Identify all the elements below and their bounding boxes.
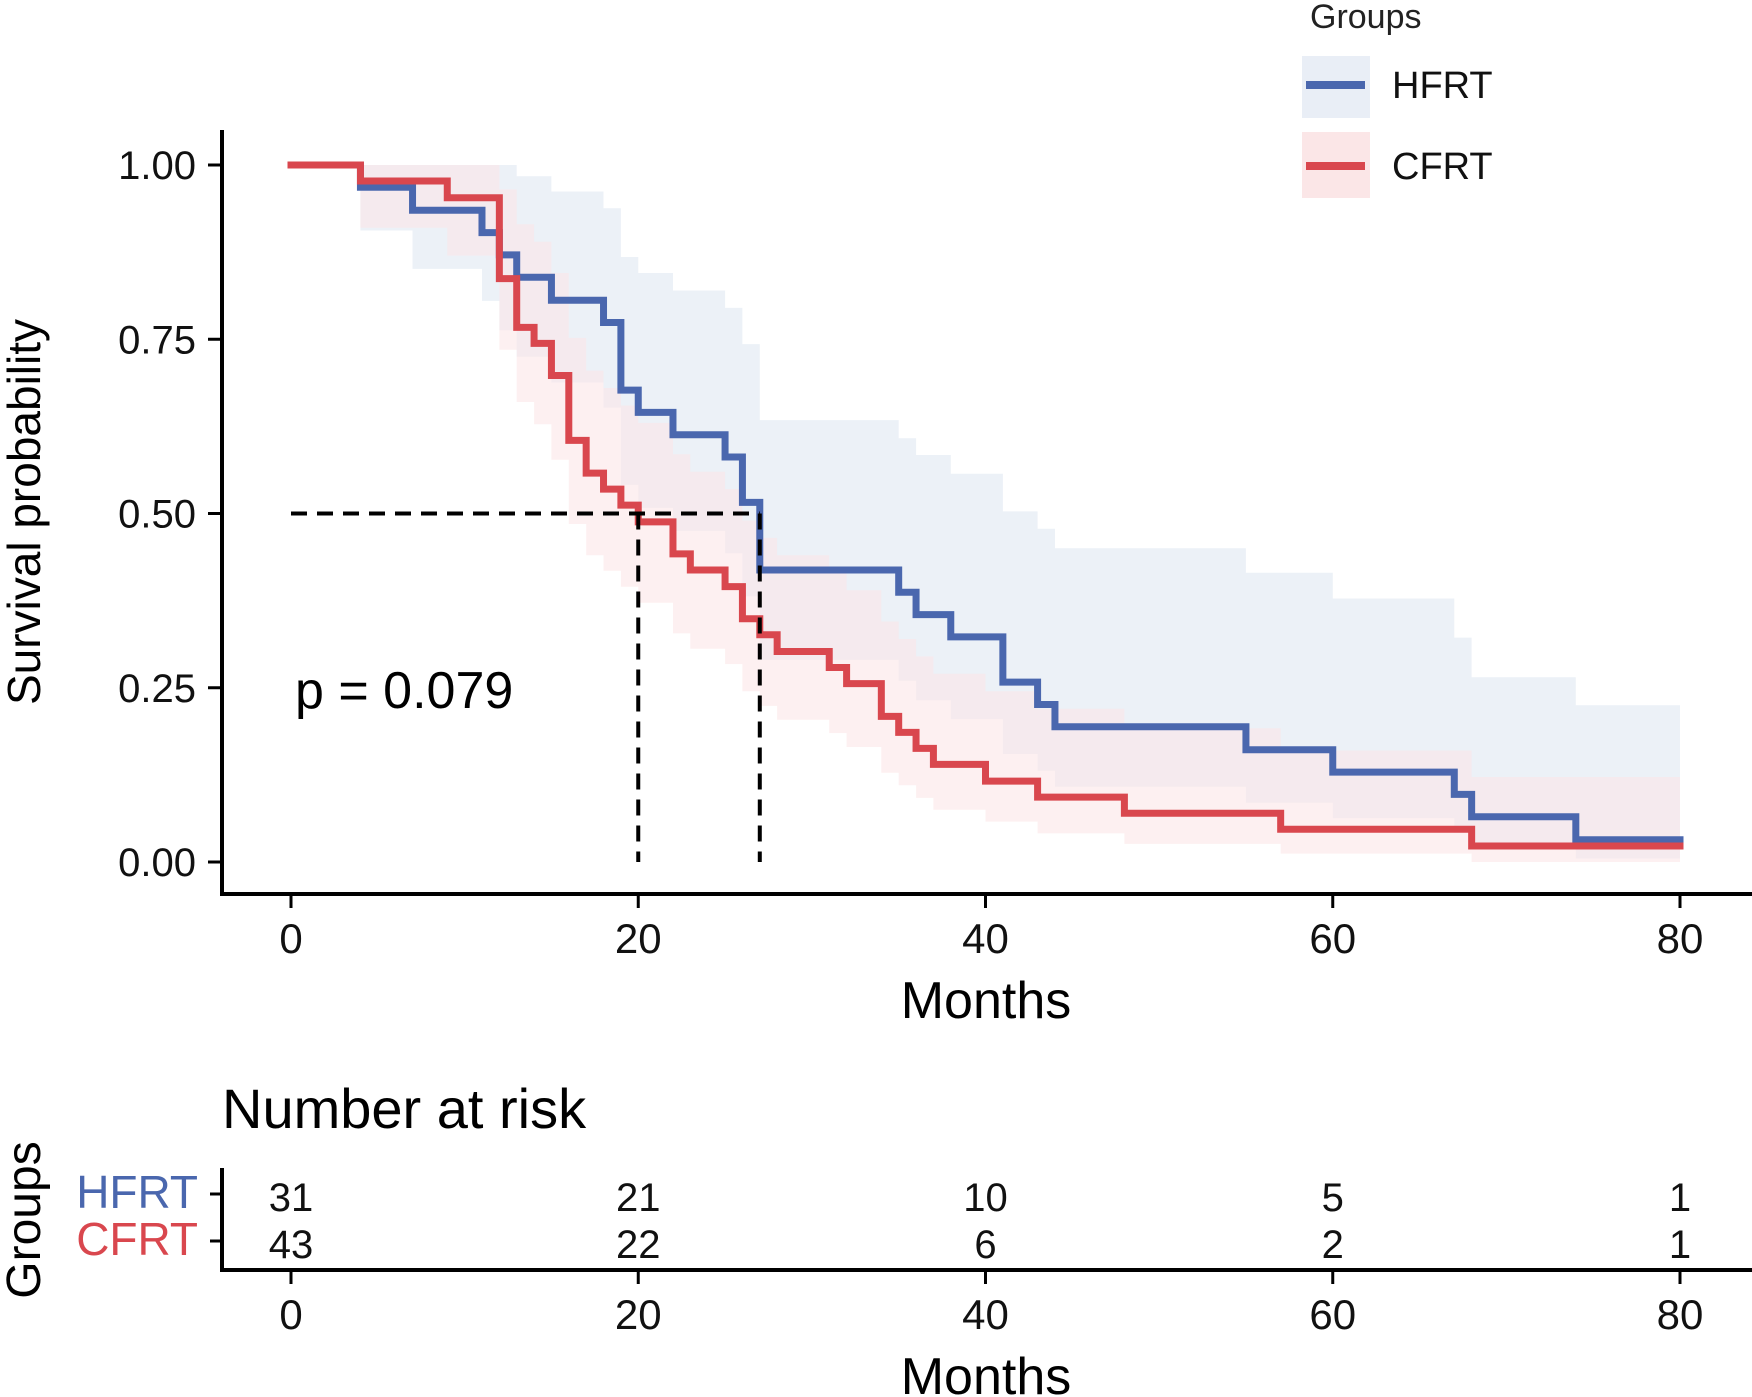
risk-x-tick-label: 60 [1309,1291,1356,1338]
survival-curves [287,161,1684,850]
legend-title: Groups [1310,0,1422,36]
p-value-annotation: p = 0.079 [295,662,513,720]
confidence-bands [291,165,1680,862]
ci-band-hfrt [291,165,1680,859]
y-tick-label: 0.75 [118,318,196,362]
y-axis-ticks: 0.00 0.25 0.50 0.75 1.00 [118,144,222,885]
y-tick-label: 0.25 [118,667,196,711]
risk-row-label-cfrt: CFRT [76,1213,198,1265]
risk-row-label-hfrt: HFRT [76,1166,198,1218]
x-tick-label: 0 [279,915,302,962]
legend-label-hfrt: HFRT [1392,65,1493,107]
risk-count-cfrt: 2 [1322,1223,1344,1267]
risk-count-cfrt: 43 [269,1223,314,1267]
risk-table: Number at risk Groups HFRT CFRT 31 21 10 5 1… [0,1077,1752,1397]
legend-label-cfrt: CFRT [1392,146,1493,188]
risk-count-cfrt: 1 [1669,1223,1691,1267]
x-tick-label: 60 [1309,915,1356,962]
risk-table-title: Number at risk [222,1077,587,1140]
x-tick-label: 20 [615,915,662,962]
risk-count-hfrt: 21 [616,1176,661,1220]
risk-x-tick-label: 20 [615,1291,662,1338]
ci-band-cfrt [291,165,1680,862]
y-tick-label: 1.00 [118,144,196,188]
x-tick-label: 80 [1657,915,1704,962]
median-lines [291,511,762,862]
risk-table-y-label: Groups [0,1141,51,1298]
risk-count-hfrt: 10 [963,1176,1008,1220]
risk-count-cfrt: 22 [616,1223,661,1267]
y-axis-label: Survival probability [0,319,50,705]
y-tick-label: 0.50 [118,493,196,537]
x-axis-ticks: 0 20 40 60 80 [279,894,1703,962]
legend: Groups HFRT CFRT [1302,0,1493,198]
risk-x-tick-label: 80 [1657,1291,1704,1338]
risk-counts: 31 21 10 5 143 22 6 2 1 [269,1176,1691,1267]
risk-x-tick-label: 0 [279,1291,302,1338]
risk-table-x-label: Months [901,1348,1072,1397]
risk-table-x-ticks: 0 20 40 60 80 [279,1270,1703,1338]
risk-count-hfrt: 31 [269,1176,314,1220]
y-tick-label: 0.00 [118,841,196,885]
survival-curve-cfrt [287,161,1684,850]
x-tick-label: 40 [962,915,1009,962]
risk-x-tick-label: 40 [962,1291,1009,1338]
risk-count-cfrt: 6 [974,1223,996,1267]
risk-count-hfrt: 1 [1669,1176,1691,1220]
risk-count-hfrt: 5 [1322,1176,1344,1220]
x-axis-label: Months [901,972,1072,1030]
